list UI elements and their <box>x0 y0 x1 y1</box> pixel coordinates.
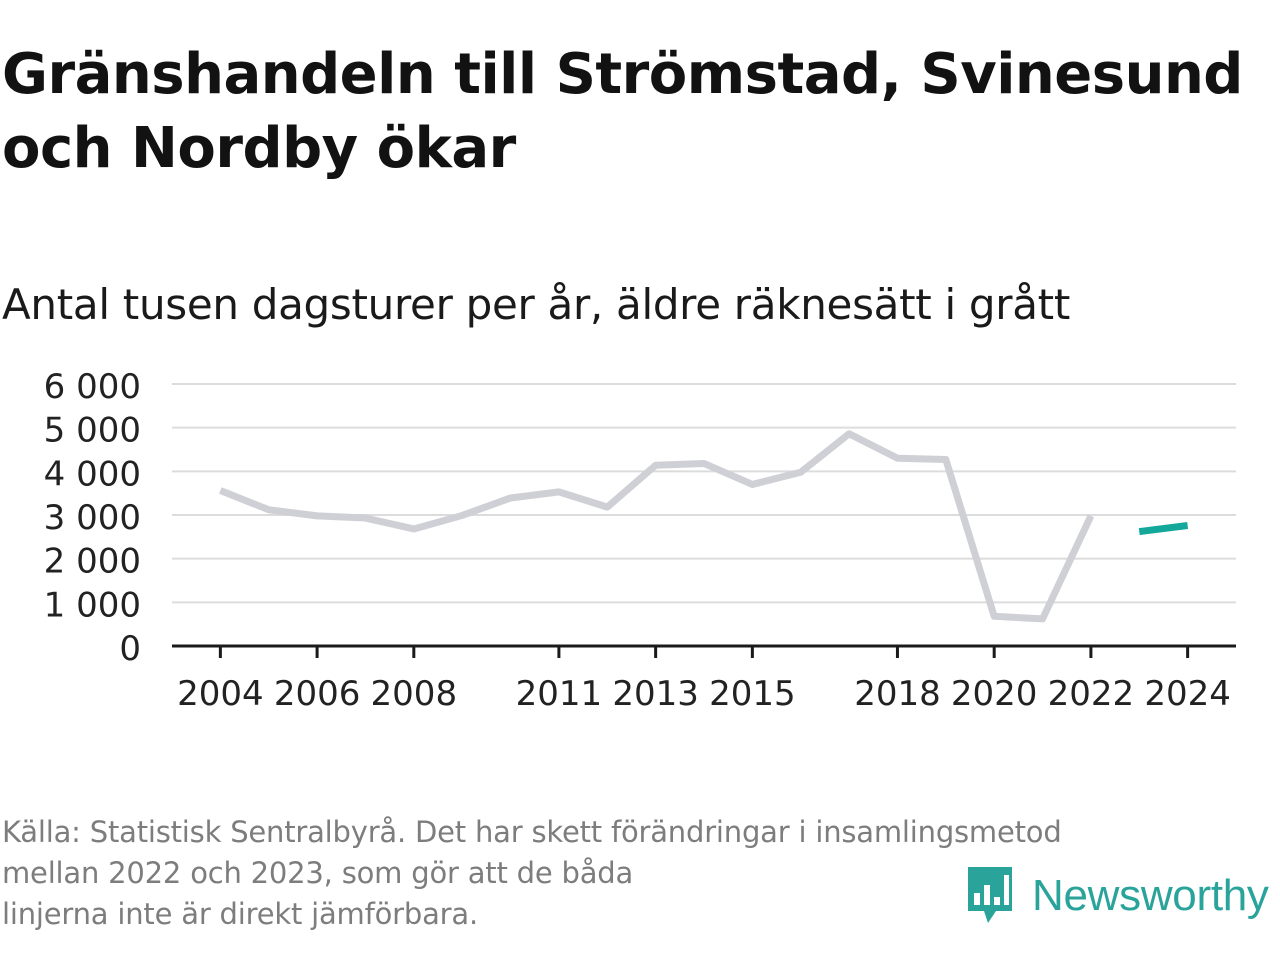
brand-name: Newsworthy <box>1032 871 1269 920</box>
y-tick-label: 5 000 <box>44 411 141 451</box>
x-tick-label: 2013 <box>612 674 699 714</box>
chart-subtitle: Antal tusen dagsturer per år, äldre räkn… <box>2 280 1071 329</box>
y-tick-label: 1 000 <box>44 585 141 625</box>
series-line-new-method <box>1138 522 1189 536</box>
source-note: Källa: Statistisk Sentralbyrå. Det har s… <box>2 812 1182 935</box>
x-tick-label: 2011 <box>516 674 603 714</box>
source-line-2: mellan 2022 och 2023, som gör att de båd… <box>2 856 634 890</box>
source-line-3: linjerna inte är direkt jämförbara. <box>2 897 478 931</box>
y-tick-label: 4 000 <box>44 454 141 494</box>
gridlines <box>172 383 1236 604</box>
x-tick-label: 2015 <box>709 674 796 714</box>
chart-title: Gränshandeln till Strömstad, Svinesund o… <box>2 42 1243 181</box>
y-tick-label: 2 000 <box>44 542 141 582</box>
source-line-1: Källa: Statistisk Sentralbyrå. Det har s… <box>2 815 1062 849</box>
x-tick-label: 2024 <box>1144 674 1231 714</box>
y-tick-label: 3 000 <box>44 498 141 538</box>
x-tick-label: 2004 <box>177 674 264 714</box>
x-tick-label: 2022 <box>1048 674 1135 714</box>
series-line-older-method <box>219 430 1095 623</box>
x-tick-label: 2006 <box>274 674 361 714</box>
y-tick-label: 0 <box>119 629 141 669</box>
y-tick-label: 6 000 <box>44 367 141 407</box>
x-tick-label: 2008 <box>371 674 458 714</box>
newsworthy-logo-icon <box>968 867 1012 923</box>
x-axis: 2004 2006 2008 2011 2013 2015 2018 2020 2022 2024 <box>172 644 1236 714</box>
x-tick-label: 2020 <box>951 674 1038 714</box>
x-tick-label: 2018 <box>854 674 941 714</box>
series-lines <box>219 430 1189 623</box>
newsworthy-brand: Newsworthy <box>964 864 1269 928</box>
